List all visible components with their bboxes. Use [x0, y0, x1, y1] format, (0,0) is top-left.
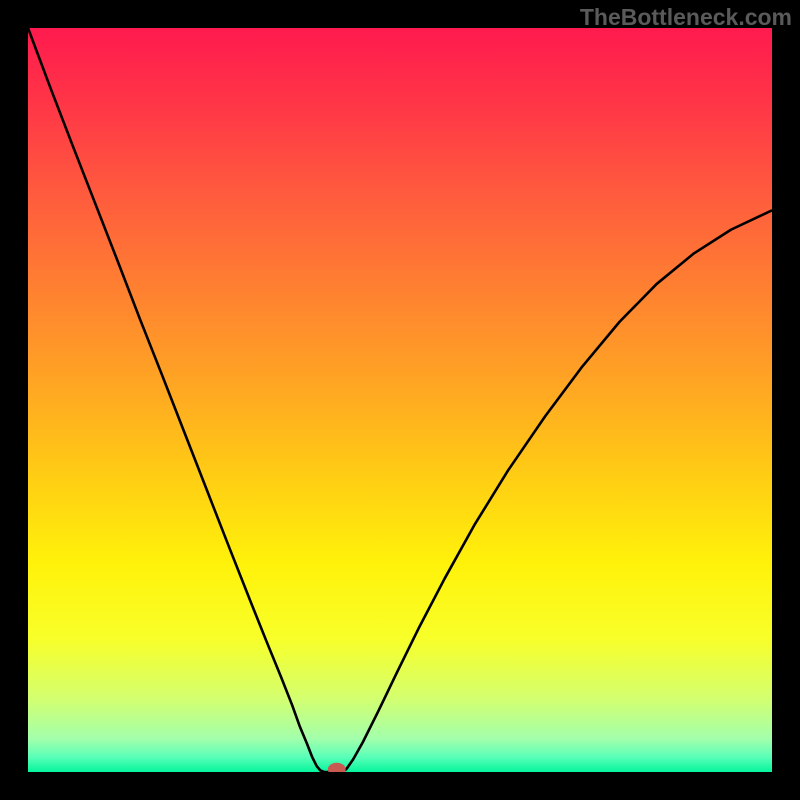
- chart-border: [0, 772, 800, 800]
- watermark-text: TheBottleneck.com: [580, 4, 792, 31]
- chart-border: [772, 0, 800, 800]
- chart-border: [0, 0, 28, 800]
- bottleneck-chart: TheBottleneck.com: [0, 0, 800, 800]
- chart-plot: [0, 0, 800, 800]
